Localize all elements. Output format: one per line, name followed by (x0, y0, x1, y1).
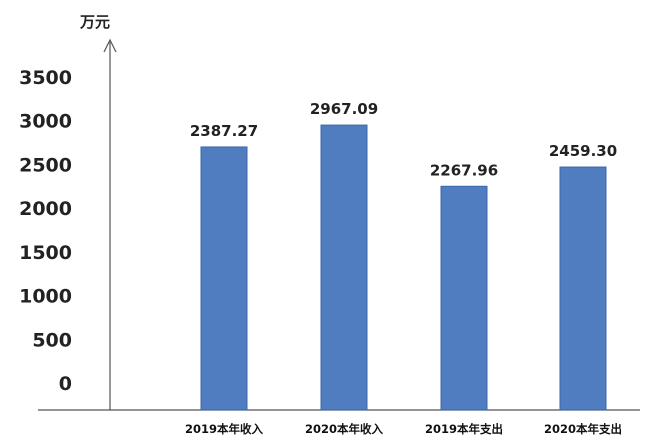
category-label: 2020本年支出 (544, 422, 622, 436)
data-labels: 2387.27 2967.09 2267.96 2459.30 (190, 100, 617, 179)
data-label: 2459.30 (549, 142, 617, 160)
y-axis-unit-label: 万元 (79, 13, 110, 31)
category-label: 2019本年收入 (185, 422, 264, 436)
data-label: 2967.09 (310, 100, 378, 118)
y-axis-arrow (103, 38, 117, 53)
category-labels: 2019本年收入 2020本年收入 2019本年支出 2020本年支出 (185, 422, 622, 436)
y-tick-label: 1000 (19, 286, 72, 308)
bar (440, 185, 488, 411)
y-tick-label: 0 (59, 373, 72, 395)
y-tick-label: 500 (32, 329, 72, 351)
bar (559, 166, 607, 411)
y-tick-label: 1500 (19, 242, 72, 264)
data-label: 2387.27 (190, 122, 258, 140)
category-label: 2019本年支出 (425, 422, 503, 436)
bar (200, 146, 248, 411)
y-tick-label: 2000 (19, 198, 72, 220)
bars (200, 124, 607, 411)
category-label: 2020本年收入 (305, 422, 384, 436)
y-tick-label: 3500 (19, 67, 72, 89)
y-tick-label: 3000 (19, 111, 72, 133)
bar (320, 124, 368, 411)
y-tick-label: 2500 (19, 154, 72, 176)
data-label: 2267.96 (430, 161, 498, 179)
y-tick-labels: 0 500 1000 1500 2000 2500 3000 3500 (19, 67, 72, 395)
